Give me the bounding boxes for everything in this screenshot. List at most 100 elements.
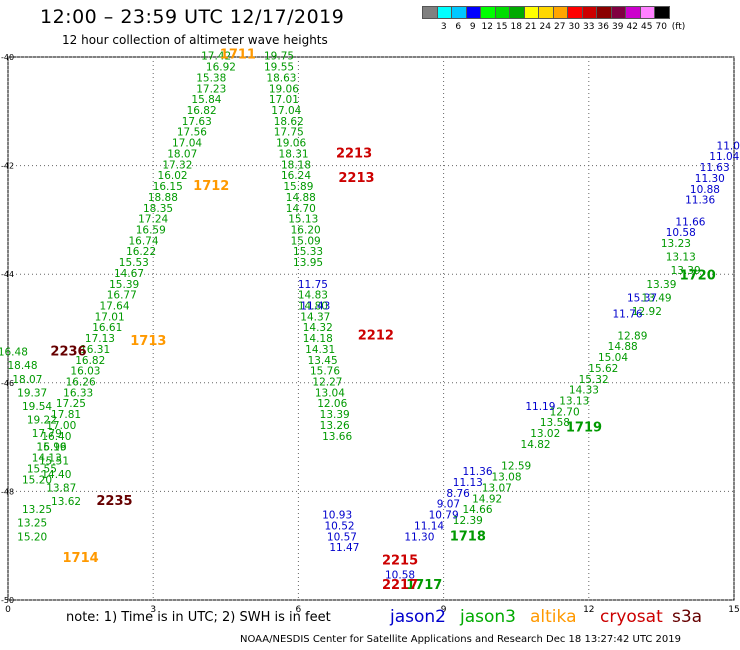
legend-item-jason3: jason3 xyxy=(460,607,516,627)
data-point-jason3: 17.25 xyxy=(56,398,86,410)
data-point-jason3: 15.99 xyxy=(37,442,67,454)
data-point-jason3: 14.66 xyxy=(462,504,492,516)
data-point-jason3: 19.06 xyxy=(276,138,306,150)
data-point-jason3: 16.59 xyxy=(136,224,166,236)
data-point-jason3: 15.55 xyxy=(27,463,57,475)
data-point-jason3: 17.42 xyxy=(201,51,231,63)
data-point-jason3: 19.22 xyxy=(27,415,57,427)
time-annotation: 2235 xyxy=(96,494,132,509)
data-point-jason2: 10.79 xyxy=(429,510,459,522)
data-point-jason3: 16.24 xyxy=(281,170,311,182)
y-tick-label: -44 xyxy=(1,270,14,279)
data-point-jason2: 11.06 xyxy=(717,140,740,152)
color-swatch-label: 3 xyxy=(440,22,447,32)
color-swatch-label: 39 xyxy=(612,22,624,32)
data-point-jason3: 15.33 xyxy=(293,246,323,258)
color-swatch-label: 18 xyxy=(510,22,522,32)
plot-frame xyxy=(7,56,735,601)
data-point-jason3: 12.89 xyxy=(617,330,647,342)
y-tick-label: -46 xyxy=(1,379,14,388)
data-point-jason3: 14.80 xyxy=(298,300,328,312)
data-point-jason3: 16.22 xyxy=(126,246,156,258)
x-tick-label: 12 xyxy=(583,605,594,615)
data-point-jason3: 14.70 xyxy=(286,203,316,215)
color-swatch-label: 9 xyxy=(469,22,476,32)
data-point-jason2: 11.47 xyxy=(329,542,359,554)
data-point-jason3: 14.82 xyxy=(521,439,551,451)
data-point-jason3: 15.89 xyxy=(283,181,313,193)
color-swatch-label: 27 xyxy=(554,22,566,32)
data-point-jason3: 15.13 xyxy=(288,214,318,226)
data-point-jason3: 17.01 xyxy=(269,94,299,106)
data-point-jason3: 14.32 xyxy=(303,322,333,334)
x-tick-label: 3 xyxy=(150,605,156,615)
data-point-jason2: 10.58 xyxy=(385,569,415,581)
data-point-jason3: 13.45 xyxy=(308,355,338,367)
x-tick-label: 15 xyxy=(728,605,739,615)
data-point-jason3: 13.25 xyxy=(17,518,47,530)
credit-footer: NOAA/NESDIS Center for Satellite Applica… xyxy=(240,634,682,645)
data-point-jason3: 16.15 xyxy=(153,181,183,193)
color-swatch-label: 15 xyxy=(496,22,508,32)
time-annotation: 2213 xyxy=(336,146,372,161)
y-tick-label: -50 xyxy=(1,596,14,605)
data-point-jason2: 10.88 xyxy=(690,184,720,196)
y-tick-label: -40 xyxy=(1,53,14,62)
data-point-jason3: 13.39 xyxy=(320,409,350,421)
data-point-jason2: 10.93 xyxy=(322,510,352,522)
data-point-jason3: 15.32 xyxy=(579,374,609,386)
data-point-jason2: 11.30 xyxy=(404,531,434,543)
x-tick-label: 9 xyxy=(441,605,447,615)
data-point-jason3: 17.64 xyxy=(99,300,129,312)
time-annotation: 1712 xyxy=(193,179,229,194)
data-point-jason3: 18.31 xyxy=(279,148,309,160)
data-point-jason3: 13.26 xyxy=(320,420,350,432)
data-point-jason3: 16.48 xyxy=(0,347,28,359)
color-scale-labels: 3 6 9 12 15 18 21 24 27 30 33 36 39 42 45 70 (ft) xyxy=(422,22,689,32)
data-point-jason3: 15.51 xyxy=(39,455,69,467)
data-point-jason3: 18.07 xyxy=(167,148,197,160)
data-point-jason3: 12.27 xyxy=(312,377,342,389)
data-point-jason2: 15.37 xyxy=(627,292,657,304)
data-point-jason3: 15.20 xyxy=(17,531,47,543)
data-point-jason3: 13.62 xyxy=(51,496,81,508)
color-swatch-label: 36 xyxy=(597,22,609,32)
data-point-jason3: 16.03 xyxy=(70,366,100,378)
data-point-jason3: 19.06 xyxy=(269,83,299,95)
data-point-jason3: 17.04 xyxy=(271,105,301,117)
data-point-jason3: 13.23 xyxy=(661,238,691,250)
color-scale-unit: (ft) xyxy=(671,22,686,32)
data-point-jason3: 12.92 xyxy=(632,306,662,318)
data-point-jason3: 14.67 xyxy=(114,268,144,280)
data-point-jason2: 11.04 xyxy=(709,151,739,163)
data-point-jason3: 13.13 xyxy=(559,396,589,408)
data-point-jason3: 17.63 xyxy=(182,116,212,128)
data-point-jason3: 17.04 xyxy=(172,138,202,150)
units-note: note: 1) Time is in UTC; 2) SWH is in fe… xyxy=(66,610,331,625)
data-point-jason3: 13.87 xyxy=(46,482,76,494)
data-point-jason3: 17.56 xyxy=(177,127,207,139)
data-point-jason3: 16.82 xyxy=(187,105,217,117)
color-swatch-label: 30 xyxy=(568,22,580,32)
data-point-jason3: 15.53 xyxy=(119,257,149,269)
data-point-jason3: 14.18 xyxy=(303,333,333,345)
time-annotation: 2212 xyxy=(358,328,394,343)
data-point-jason2: 9.07 xyxy=(437,499,460,511)
data-point-jason3: 16.82 xyxy=(75,355,105,367)
color-swatch-label: 12 xyxy=(481,22,493,32)
time-annotation: 1714 xyxy=(63,551,99,566)
data-point-jason3: 13.58 xyxy=(540,417,570,429)
data-point-jason2: 11.30 xyxy=(695,173,725,185)
data-point-jason2: 11.66 xyxy=(675,216,705,228)
data-point-jason2: 11.36 xyxy=(462,466,492,478)
data-point-jason3: 14.37 xyxy=(300,311,330,323)
data-point-jason3: 17.01 xyxy=(95,311,125,323)
color-swatch-label: 45 xyxy=(641,22,653,32)
y-tick-label: -42 xyxy=(1,162,14,171)
data-point-jason3: 14.31 xyxy=(305,344,335,356)
data-point-jason3: 16.20 xyxy=(291,224,321,236)
color-scale-bar xyxy=(422,6,670,19)
data-point-jason2: 10.58 xyxy=(666,227,696,239)
x-tick-label: 6 xyxy=(296,605,302,615)
